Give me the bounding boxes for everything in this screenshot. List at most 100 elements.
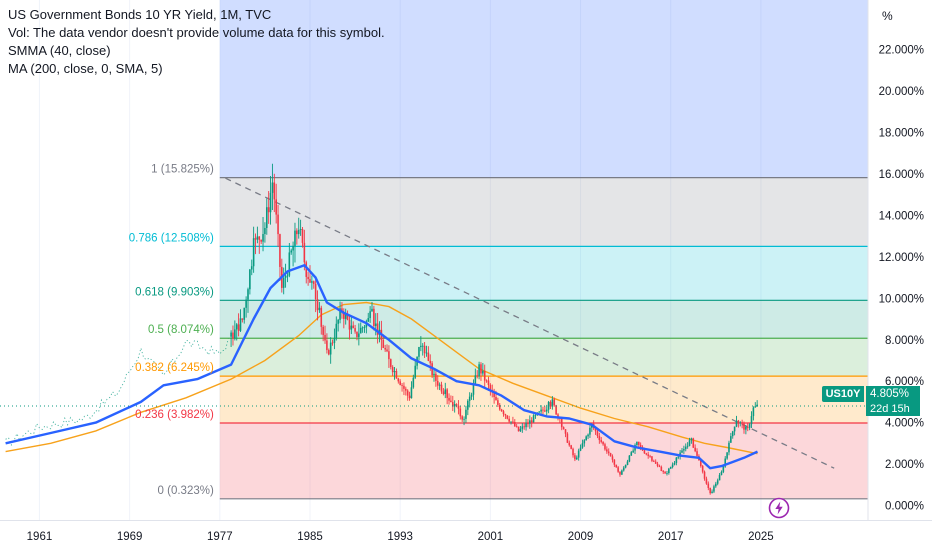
y-tick-label: 18.000% [879,128,924,140]
candle-body [696,451,698,456]
candle-body [470,394,473,397]
candle-body [754,406,757,408]
candle-body [277,214,279,235]
candle-body [653,460,655,462]
candle-body [542,409,544,411]
candle-body [333,337,336,343]
candle-body [504,414,507,416]
candle-body [609,453,612,457]
candle-body [643,450,646,454]
candle-body [502,411,505,415]
candle-body [668,468,670,473]
candle-body [374,323,377,326]
candle-body [611,456,614,460]
scale-mode-button[interactable]: % [882,9,893,23]
candle-body [675,457,678,463]
chart-legend: US Government Bonds 10 YR Yield, 1M, TVC… [8,6,385,78]
candle-body [544,410,546,412]
candle-body [681,450,683,453]
fib-level-label: 0.786 (12.508%) [129,232,214,244]
candle-body [739,422,742,424]
y-tick-label: 14.000% [879,210,924,222]
time-scale [0,520,932,550]
candle-body [467,400,469,410]
candle-body [617,467,619,472]
candle-body [724,458,727,467]
y-tick-label: 8.000% [885,335,924,347]
candle-body [483,370,486,381]
y-tick-label: 10.000% [879,293,924,305]
candle-body [292,245,294,251]
candle-body [237,324,240,331]
candle-body [589,427,591,435]
ma-200-line [5,301,758,455]
candle-body [279,234,281,267]
candle-body [525,423,527,428]
y-tick-label: 6.000% [885,376,924,388]
candle-body [540,409,542,412]
candle-body [408,395,411,399]
fib-level-label: 0.382 (6.245%) [135,362,214,374]
candle-body [258,236,261,240]
candle-body [487,380,490,385]
candle-body [262,234,264,242]
y-tick-label: 16.000% [879,169,924,181]
candle-body [286,275,289,277]
candle-body [562,427,565,430]
candle-body [389,359,392,367]
candle-body [660,466,663,472]
fib-zone [219,177,868,247]
candle-body [575,457,578,460]
legend-smma[interactable]: SMMA (40, close) [8,43,111,58]
candle-body [444,389,447,395]
candle-body [585,436,587,441]
legend-title[interactable]: US Government Bonds 10 YR Yield, 1M, TVC [8,7,272,22]
candle-body [656,463,659,466]
y-tick-label: 4.000% [885,418,924,430]
candle-body [234,329,236,339]
candle-body [425,352,428,354]
candle-body [393,371,396,373]
candle-body [290,250,293,253]
candle-body [297,230,300,235]
candle-body [684,446,687,450]
candle-body [382,339,385,348]
candle-body [320,307,323,327]
candle-body [671,464,674,468]
candle-body [621,470,623,475]
candle-body [538,411,541,413]
candle-body [401,385,403,386]
candle-body [489,384,492,391]
candle-body [615,464,618,468]
legend-ma[interactable]: MA (200, close, 0, SMA, 5) [8,61,163,76]
candle-body [500,409,503,412]
candle-body [557,414,559,418]
candle-body [604,444,606,450]
x-tick-label: 1969 [117,531,143,543]
x-tick-label: 2025 [748,531,774,543]
candle-body [352,325,355,329]
fib-level-label: 0.5 (8.074%) [148,324,214,336]
candle-body [707,483,710,488]
candle-body [694,447,696,452]
candle-body [354,328,356,332]
candle-body [339,308,341,320]
candle-body [331,342,334,344]
candle-body [453,404,456,407]
candle-body [728,442,730,453]
price-tag-value: 4.805% [866,386,920,402]
candle-body [622,467,625,471]
fib-level-label: 0.618 (9.903%) [135,286,214,298]
candle-body [527,423,529,425]
candle-body [560,418,563,428]
candle-body [497,400,499,405]
candle-body [624,464,627,468]
fib-level-label: 0 (0.323%) [158,485,214,497]
candle-body [485,380,488,382]
candle-body [737,420,740,423]
candle-body [673,462,676,465]
candle-body [555,405,557,415]
lightning-icon[interactable] [768,497,790,519]
candle-body [613,459,616,465]
